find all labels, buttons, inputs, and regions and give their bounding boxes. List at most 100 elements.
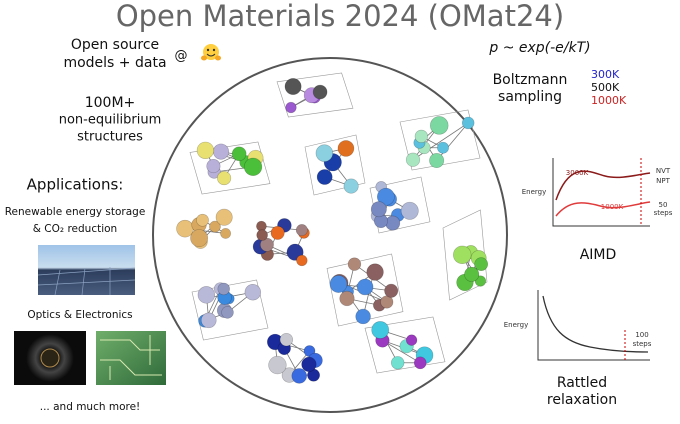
atom <box>206 159 221 174</box>
atom <box>231 146 247 162</box>
steps-label: steps <box>633 340 652 348</box>
temperature: 1000K <box>591 94 627 107</box>
text: ... and much more! <box>40 401 141 413</box>
atom <box>301 356 317 372</box>
atom <box>209 220 221 233</box>
atom <box>405 334 418 346</box>
atom <box>217 282 230 296</box>
atom <box>429 116 449 135</box>
atom <box>414 129 428 143</box>
atom <box>212 143 230 160</box>
atom <box>437 141 449 154</box>
atom <box>370 201 387 218</box>
atom <box>371 321 390 339</box>
hugging-face-icon <box>201 44 221 61</box>
relaxation-plot <box>537 290 650 361</box>
atom <box>196 213 209 227</box>
atom <box>390 356 405 370</box>
atom <box>429 153 445 168</box>
atom <box>384 283 399 298</box>
atom <box>243 157 263 176</box>
steps-label: steps <box>654 209 673 217</box>
text: Open source <box>71 37 159 53</box>
label: AIMD <box>580 247 617 263</box>
atom <box>256 229 268 241</box>
unit-cell <box>399 109 481 171</box>
formula: p ~ exp(-e/kT) <box>488 40 590 56</box>
unit-cell <box>189 141 271 195</box>
atom <box>405 152 421 167</box>
text: Boltzmann <box>493 72 568 88</box>
text: non-equilibrium <box>59 113 162 128</box>
atom <box>221 306 234 319</box>
atom <box>215 208 233 226</box>
atom <box>339 290 355 307</box>
atom <box>260 237 274 252</box>
materials-circle <box>152 57 508 413</box>
atom <box>270 225 285 240</box>
atom <box>474 257 489 271</box>
bond <box>382 340 421 364</box>
text: Optics & Electronics <box>27 309 132 321</box>
atom <box>190 229 208 247</box>
text: & CO₂ reduction <box>33 223 117 235</box>
atom <box>347 257 362 271</box>
atom <box>343 178 359 194</box>
unit-cell <box>364 316 446 374</box>
atom <box>356 278 374 296</box>
atom <box>244 283 262 301</box>
text: structures <box>77 130 143 145</box>
heading: Applications: <box>27 176 124 194</box>
unit-cell <box>442 209 488 301</box>
label: Rattled <box>557 375 607 391</box>
atom <box>337 140 355 157</box>
axis-label: Energy <box>504 321 529 329</box>
atom <box>217 171 232 186</box>
atom <box>291 368 307 384</box>
unit-cell <box>326 253 404 327</box>
crystal-structures <box>176 72 489 384</box>
atom <box>366 263 384 281</box>
atom <box>400 201 419 220</box>
aimd-plot <box>552 158 651 227</box>
atom <box>413 356 427 370</box>
text: 100M+ <box>85 95 136 111</box>
label: relaxation <box>547 392 617 408</box>
text: models + data <box>63 55 166 71</box>
atom <box>316 169 333 185</box>
steps-label: 50 <box>659 201 668 209</box>
text: @ <box>175 49 188 64</box>
axis-label: Energy <box>522 188 547 196</box>
atom <box>312 84 328 100</box>
lens-image <box>14 331 86 385</box>
atom <box>315 144 334 162</box>
atom <box>296 254 308 267</box>
atom <box>295 224 308 237</box>
bond <box>412 122 469 161</box>
temperature: 500K <box>591 81 620 94</box>
text: sampling <box>498 89 562 105</box>
atom <box>284 78 302 95</box>
atom <box>285 101 297 114</box>
unit-cell <box>276 72 354 118</box>
atom <box>376 187 395 206</box>
atom <box>355 308 371 325</box>
atom <box>268 355 287 375</box>
atom <box>196 141 215 160</box>
atom <box>279 333 294 347</box>
atom <box>200 312 217 329</box>
text: Renewable energy storage <box>5 206 146 218</box>
atom <box>385 215 401 231</box>
solar-panel-image <box>37 245 136 296</box>
steps-label: 100 <box>635 331 648 339</box>
atom <box>197 286 216 304</box>
atom <box>461 116 475 130</box>
temperature: 300K <box>591 68 620 81</box>
atom <box>329 275 348 293</box>
curve-label: 3000K <box>566 169 589 177</box>
atom <box>453 245 472 265</box>
atom <box>464 266 480 282</box>
unit-cell <box>304 134 366 196</box>
title: Open Materials 2024 (OMat24) <box>116 0 564 33</box>
